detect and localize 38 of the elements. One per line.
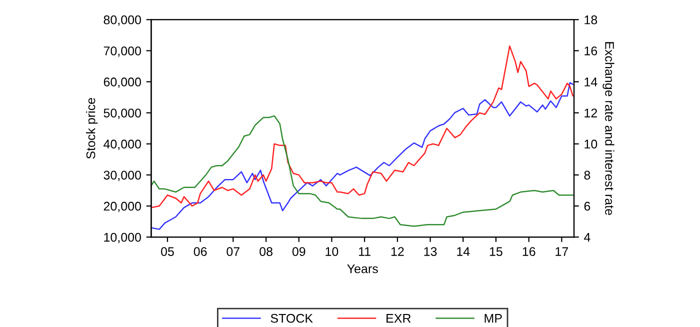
y2-tick-label: 10 xyxy=(584,140,598,149)
y2-tick-label: 4 xyxy=(584,233,590,242)
x-tick-label: 15 xyxy=(490,247,502,256)
x-tick-label: 13 xyxy=(424,247,437,256)
y-tick-label: 50,000 xyxy=(104,108,141,119)
y-tick-label: 80,000 xyxy=(104,15,141,26)
y-tick-label: 70,000 xyxy=(104,46,141,57)
y2-tick-label: 16 xyxy=(584,46,598,56)
y-tick-label: 40,000 xyxy=(104,140,141,150)
x-tick-label: 09 xyxy=(292,247,306,256)
y2-tick-label: 14 xyxy=(584,78,598,86)
x-tick-label: 10 xyxy=(326,247,338,256)
x-tick-label: 07 xyxy=(226,247,240,256)
y-tick-label: 10,000 xyxy=(104,232,141,244)
y2-tick-label: 6 xyxy=(584,202,590,211)
legend-label: EXR xyxy=(386,314,411,323)
x-tick-label: 14 xyxy=(457,247,470,256)
y-axis-title: Stock price xyxy=(86,98,98,159)
x-tick-label: 06 xyxy=(194,247,207,256)
y-tick-label: 30,000 xyxy=(104,170,141,182)
y-tick-label: 20,000 xyxy=(104,202,141,212)
x-tick-label: 17 xyxy=(556,247,568,256)
y2-tick-label: 18 xyxy=(584,15,598,24)
legend-label: MP xyxy=(484,314,502,323)
x-tick-label: 12 xyxy=(391,247,404,256)
x-tick-label: 16 xyxy=(522,247,536,256)
y2-tick-label: 12 xyxy=(584,108,597,118)
legend-label: STOCK xyxy=(270,314,313,323)
x-tick-label: 11 xyxy=(358,247,370,256)
x-axis-title: Years xyxy=(347,264,378,274)
y2-axis-title: Exchange rate and interest rate xyxy=(602,42,614,216)
line-series xyxy=(151,45,574,208)
x-tick-label: 08 xyxy=(260,247,272,256)
x-tick-label: 05 xyxy=(161,247,174,256)
y2-tick-label: 8 xyxy=(584,170,590,180)
y-tick-label: 60,000 xyxy=(104,78,141,88)
line-series xyxy=(151,115,574,227)
line-series xyxy=(151,82,574,230)
